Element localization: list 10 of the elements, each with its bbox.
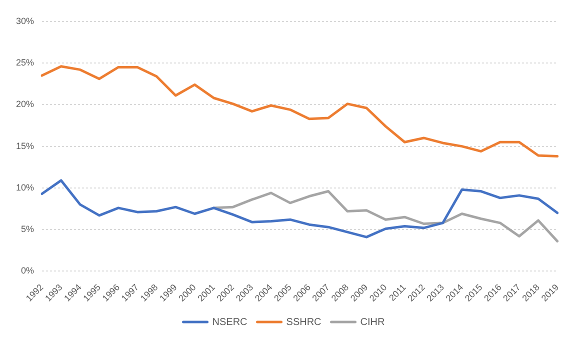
y-tick-label: 30% xyxy=(16,16,34,26)
y-tick-label: 0% xyxy=(21,266,34,276)
y-tick-label: 10% xyxy=(16,182,34,192)
y-tick-label: 15% xyxy=(16,140,34,151)
y-tick-label: 5% xyxy=(21,224,34,234)
legend-label: SSHRC xyxy=(286,316,322,328)
y-tick-label: 20% xyxy=(16,99,34,110)
legend-label: NSERC xyxy=(212,316,248,328)
y-tick-label: 25% xyxy=(16,58,34,68)
legend-label: CIHR xyxy=(360,316,385,328)
